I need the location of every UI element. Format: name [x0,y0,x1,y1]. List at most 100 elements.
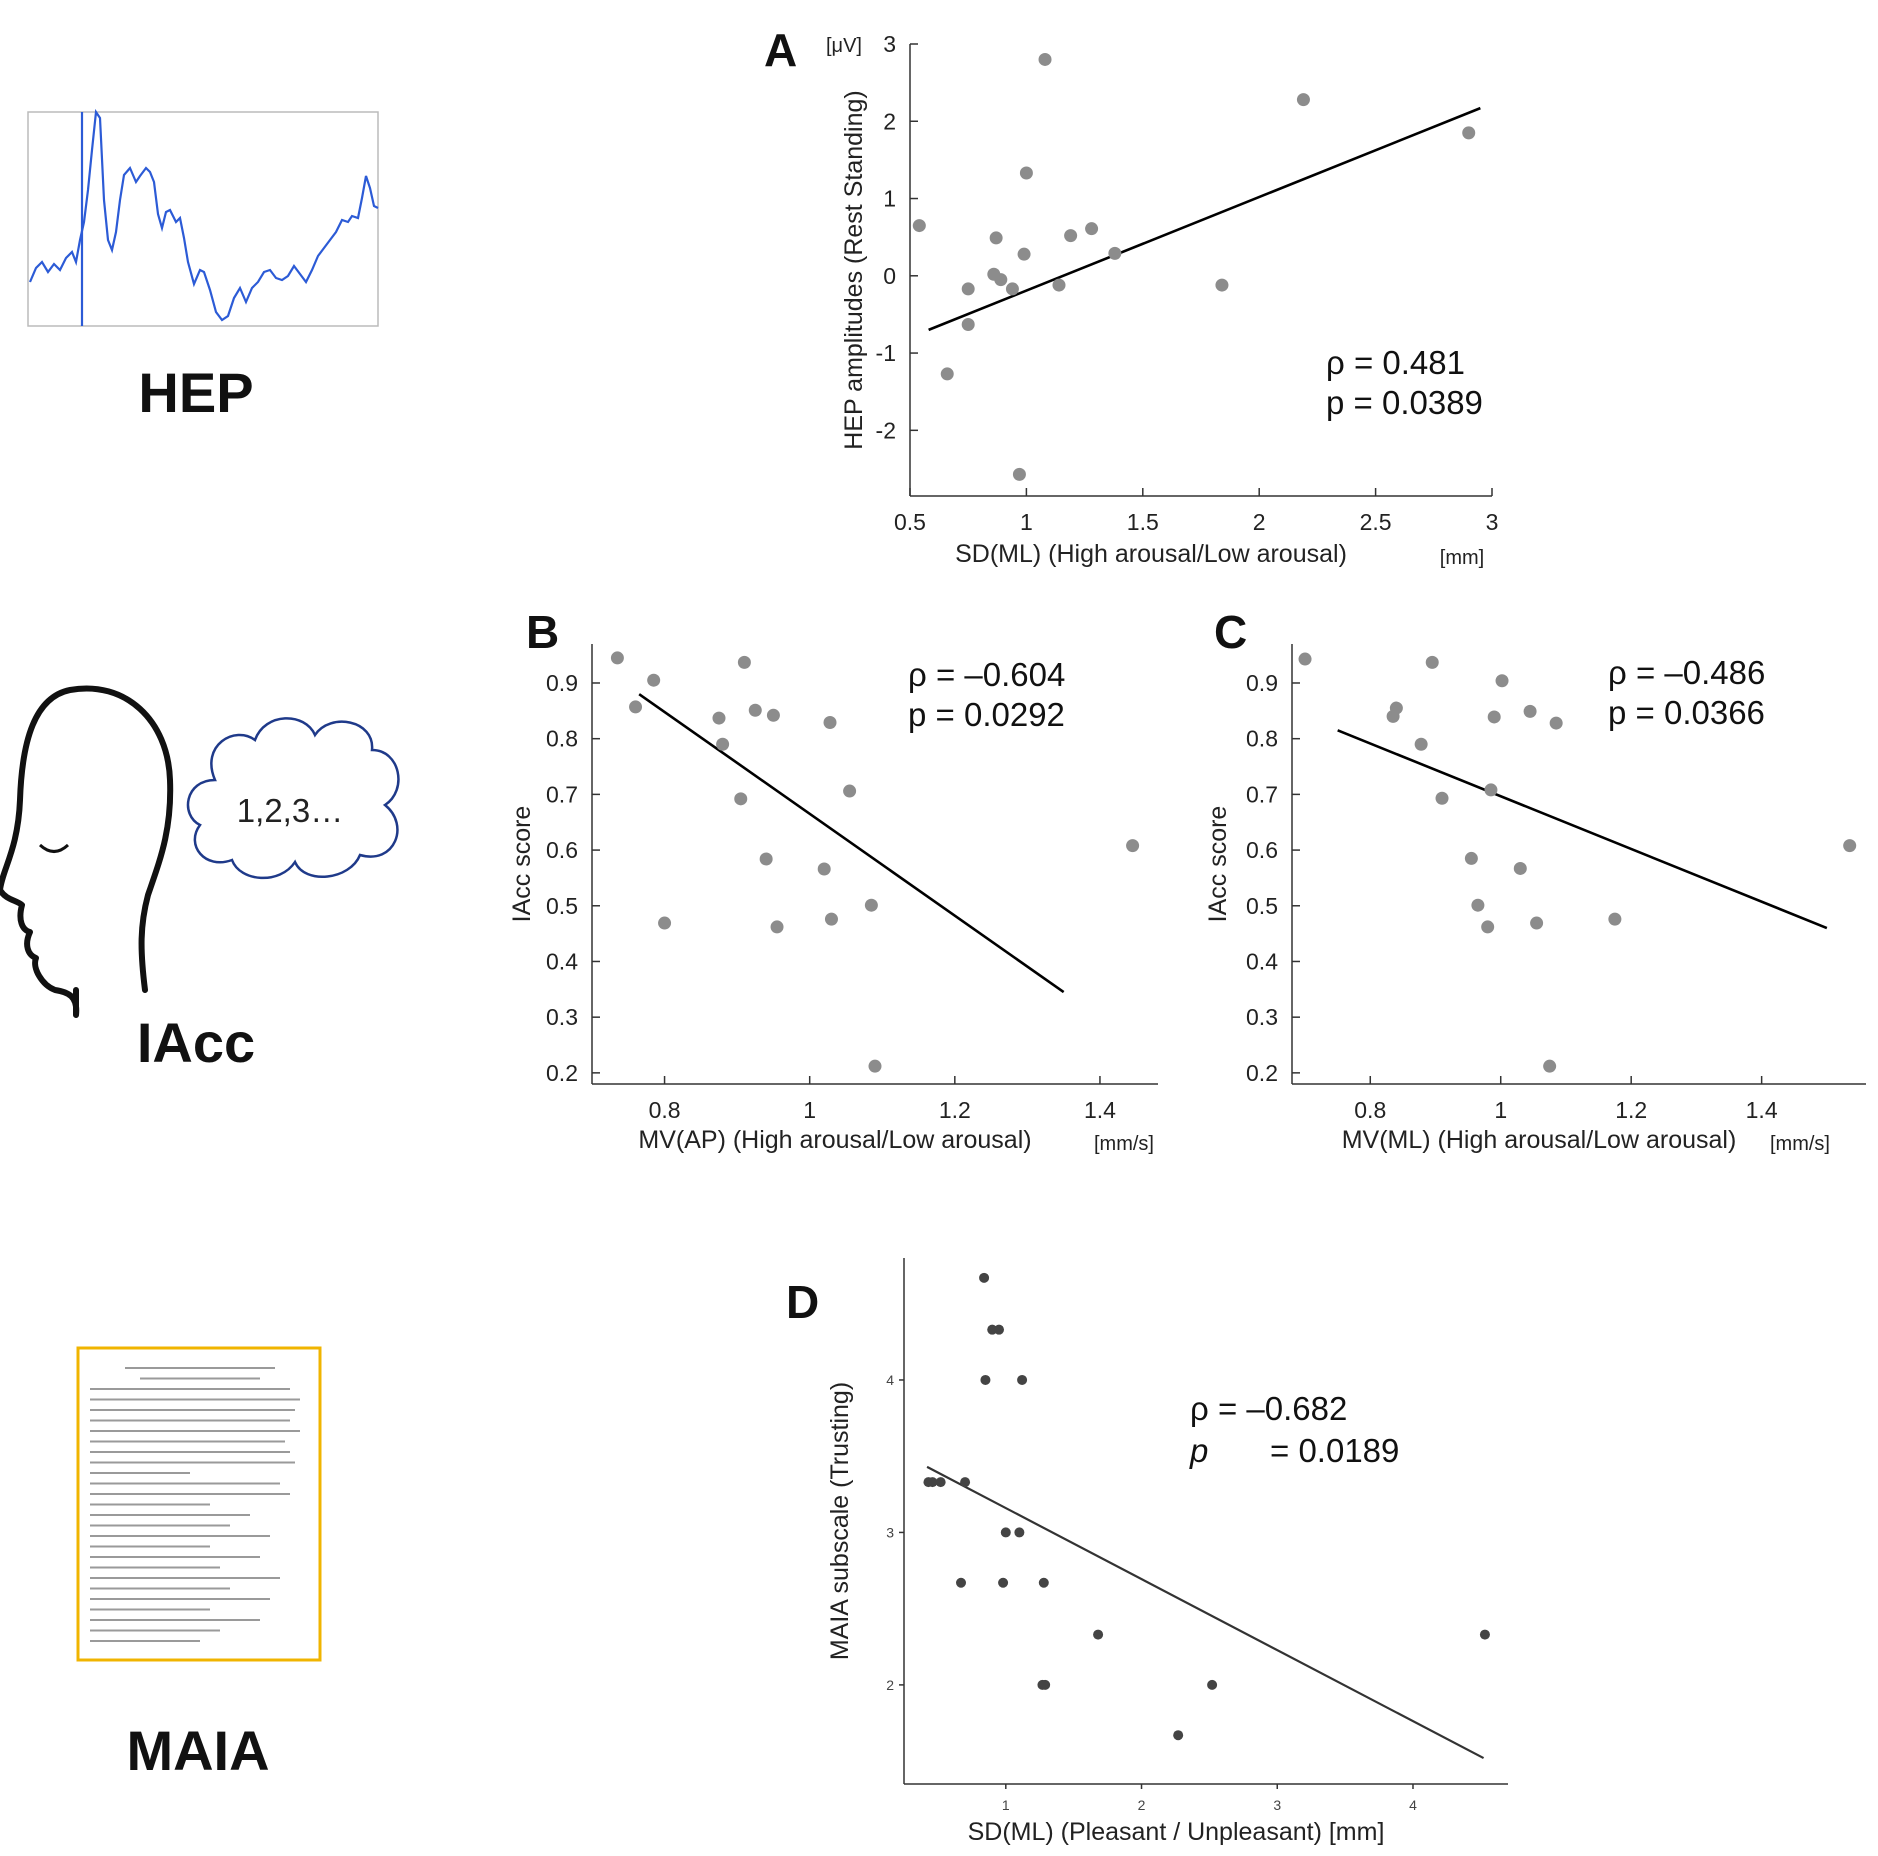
chart-a-data-point [1005,282,1019,296]
chart-b-data-point [734,792,748,806]
hep-waveform-icon [28,108,379,322]
chart-c-data-point [1487,710,1501,724]
chart-c-data-point [1389,701,1403,715]
chart-d-y-tick-label: 4 [886,1372,894,1388]
maia-label: MAIA [126,1719,269,1782]
chart-b-y-tick-label: 0.7 [546,781,578,807]
chart-c-data-point [1530,916,1544,930]
chart-c-data-point [1425,655,1439,669]
chart-d-data-point [1207,1679,1218,1690]
chart-d-data-point [1038,1577,1049,1588]
chart-d-data-point [1017,1374,1028,1385]
chart-b-y-tick-label: 0.5 [546,893,578,919]
maia-illustration: MAIA [76,1346,322,1782]
chart-d-data-point [980,1374,991,1385]
chart-panel-c: C 0.8 1 1.2 1.4 0.9 0.8 0.7 0.6 0.5 0.4 0.3 0.2 MV(ML… [1204,606,1866,1155]
chart-b-data-point [864,898,878,912]
chart-a-x-tick-label: 0.5 [894,509,926,535]
chart-a-y-tick-label: 2 [883,108,896,134]
chart-d-y-tick-label: 3 [886,1524,894,1540]
chart-b-data-point [748,703,762,717]
chart-c-data-point [1414,737,1428,751]
chart-d-x-tick-label: 3 [1273,1797,1281,1813]
chart-a-p-stat: p = 0.0389 [1326,384,1483,421]
chart-b-data-point [824,912,838,926]
chart-a-y-tick-label: 3 [883,31,896,57]
chart-b-data-point [737,655,751,669]
chart-a-x-axis-label: SD(ML) (High arousal/Low arousal) [955,540,1347,568]
chart-d-data-point [1479,1629,1490,1640]
chart-d-data-point [1173,1730,1184,1741]
chart-b-data-point [770,920,784,934]
chart-d-y-tick-label: 2 [886,1677,894,1693]
chart-b-data-point [759,852,773,866]
chart-a-y-unit: [μV] [826,35,862,57]
chart-b-x-tick-label: 1.4 [1084,1097,1116,1123]
chart-c-data-point [1495,674,1509,688]
chart-d-x-axis-label: SD(ML) (Pleasant / Unpleasant) [mm] [968,1818,1385,1846]
chart-d-x-tick-label: 2 [1138,1797,1146,1813]
chart-b-data-point [716,737,730,751]
chart-a-y-tick-label: 1 [883,186,896,212]
chart-c-y-tick-label: 0.2 [1246,1060,1278,1086]
chart-a-data-point [1108,246,1122,260]
chart-a-data-point [912,219,926,233]
chart-c-data-point [1549,716,1563,730]
chart-d-data-point [1000,1527,1011,1538]
chart-d-y-axis-label: MAIA subscale (Trusting) [826,1382,854,1660]
chart-b-data-point [712,711,726,725]
chart-d-data-point [935,1477,946,1488]
chart-c-data-point [1481,920,1495,934]
chart-d-x-tick-label: 1 [1002,1797,1010,1813]
chart-b-y-tick-label: 0.3 [546,1004,578,1030]
chart-b-y-tick-label: 0.4 [546,948,578,974]
chart-c-y-tick-label: 0.4 [1246,948,1278,974]
chart-c-y-axis-label: IAcc score [1204,806,1232,923]
chart-a-x-tick-label: 1.5 [1127,509,1159,535]
chart-panel-b: B 0.8 1 1.2 1.4 0.9 0.8 0.7 0.6 0.5 0.4 0.3 0.2 MV(AP… [508,606,1158,1155]
chart-c-regression-line [1337,729,1828,930]
chart-a-data-point [961,317,975,331]
chart-d-data-point [1014,1527,1025,1538]
chart-a-y-tick-label: -2 [876,417,896,443]
chart-b-data-point [868,1059,882,1073]
chart-b-y-tick-label: 0.2 [546,1060,578,1086]
iacc-illustration: 1,2,3… IAcc [0,685,400,1074]
chart-c-data-point [1298,652,1312,666]
chart-c-x-unit: [mm/s] [1770,1133,1830,1155]
chart-c-y-tick-label: 0.5 [1246,893,1278,919]
chart-a-data-point [1064,229,1078,243]
chart-d-data-point [994,1324,1005,1335]
chart-d-regression-line [926,1465,1485,1760]
chart-b-y-tick-label: 0.8 [546,726,578,752]
chart-b-letter: B [526,606,559,658]
chart-c-x-tick-label: 1 [1494,1097,1507,1123]
chart-d-data-point [960,1477,971,1488]
chart-c-data-point [1464,851,1478,865]
chart-c-y-tick-label: 0.9 [1246,670,1278,696]
chart-a-data-point [1215,278,1229,292]
chart-d-data-point [1040,1679,1051,1690]
chart-a-data-point [1052,278,1066,292]
chart-d-data-point [927,1477,938,1488]
chart-c-y-tick-label: 0.3 [1246,1004,1278,1030]
chart-a-x-unit: [mm] [1440,547,1484,569]
chart-a-y-axis-label: HEP amplitudes (Rest Standing) [840,90,868,449]
chart-b-y-tick-label: 0.9 [546,670,578,696]
chart-c-data-point [1513,861,1527,875]
chart-a-y-tick-label: -1 [876,340,896,366]
chart-c-data-point [1843,839,1857,853]
chart-a-data-point [1296,93,1310,107]
chart-a-data-point [1085,222,1099,236]
chart-d-data-point [1093,1629,1104,1640]
chart-d-data-point [979,1272,990,1283]
chart-a-letter: A [764,24,797,76]
chart-d-rho-stat: ρ = –0.682 [1190,1390,1347,1427]
thought-cloud-text: 1,2,3… [237,792,343,829]
chart-a-x-tick-label: 1 [1020,509,1033,535]
chart-b-regression-line [638,693,1065,994]
chart-b-x-tick-label: 1 [803,1097,816,1123]
hep-illustration: HEP [27,108,379,424]
chart-b-data-point [658,916,672,930]
chart-c-data-point [1543,1059,1557,1073]
